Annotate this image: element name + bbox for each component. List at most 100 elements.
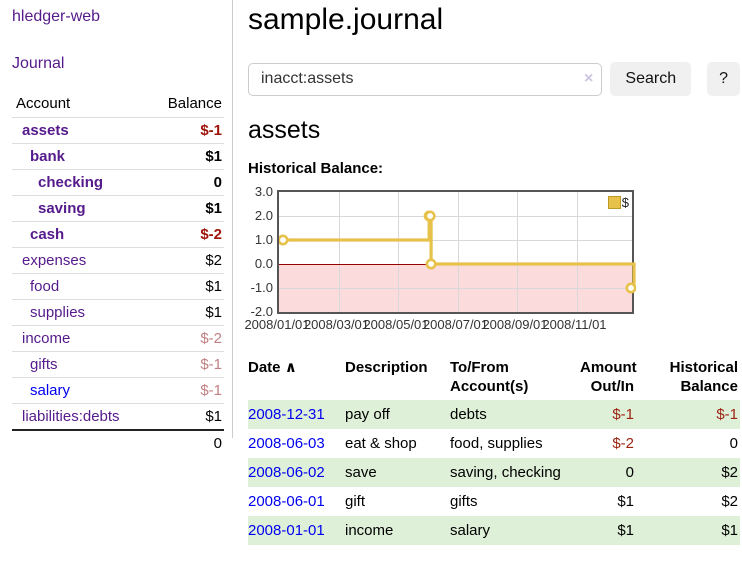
register-header-accounts: To/From Account(s) [450,359,529,395]
account-link[interactable]: food [30,278,60,295]
main-content: sample.journal × Search ? assets Histori… [244,0,740,545]
account-link[interactable]: saving [38,200,86,217]
x-tick-label: 2008/05/01 [363,317,429,332]
account-row: income $-2 [12,325,224,352]
chart-title: Historical Balance: [248,160,384,177]
account-balance: $2 [147,247,224,274]
search-input[interactable] [248,62,603,96]
sidebar-item-journal[interactable]: Journal [12,55,65,72]
transaction-accounts: gifts [450,493,478,510]
app-title-link[interactable]: hledger-web [12,8,101,25]
transaction-amount: $1 [617,522,634,539]
clear-search-icon[interactable]: × [584,69,594,87]
search-bar: × Search ? [248,62,740,96]
register-table: Date ∧ Description To/From Account(s) Amo… [248,355,740,545]
account-balance: $-2 [147,221,224,248]
accounts-header-balance: Balance [167,95,222,112]
account-balance: $-1 [147,351,224,378]
account-row: salary $-1 [12,377,224,404]
y-tick-label: 3.0 [254,184,273,199]
account-link[interactable]: supplies [30,304,86,321]
register-header-amount: Amount Out/In [580,359,637,395]
account-link[interactable]: liabilities:debts [22,408,120,425]
transaction-balance: 0 [729,435,738,452]
transaction-amount: $1 [617,493,634,510]
y-tick-label: 1.0 [254,232,273,247]
account-link[interactable]: gifts [30,356,58,373]
transaction-accounts: salary [450,522,491,539]
chart-legend: $ [607,195,629,210]
account-balance: $1 [147,143,224,170]
y-tick-label: 2.0 [254,208,273,223]
page-title: sample.journal [248,3,444,36]
balance-series-line [279,210,636,294]
register-row: 2008-06-01 gift gifts $1 $2 [248,487,740,516]
account-row: liabilities:debts $1 [12,403,224,430]
y-tick-label: -2.0 [250,304,273,319]
account-row: cash $-2 [12,221,224,248]
account-balance: $1 [147,195,224,222]
account-row: food $1 [12,273,224,300]
transaction-accounts: debts [450,406,487,423]
account-balance: 0 [147,169,224,196]
transaction-accounts: food, supplies [450,435,543,452]
transaction-accounts: saving, checking [450,464,561,481]
y-tick-label: -1.0 [250,280,273,295]
transaction-balance: $2 [721,493,738,510]
chart-plot-area: $ [277,190,636,314]
sort-ascending-icon: ∧ [284,359,297,376]
register-row: 2008-12-31 pay off debts $-1 $-1 [248,400,740,429]
register-header-date[interactable]: Date ∧ [248,359,297,376]
account-row: gifts $-1 [12,351,224,378]
accounts-header-account: Account [16,95,71,112]
account-link[interactable]: bank [30,148,66,165]
register-row: 2008-06-03 eat & shop food, supplies $-2 0 [248,429,740,458]
account-link[interactable]: salary [30,382,71,399]
transaction-date-link[interactable]: 2008-06-03 [248,435,325,452]
account-link[interactable]: expenses [22,252,87,269]
transaction-date-link[interactable]: 2008-06-02 [248,464,325,481]
account-balance: $-1 [147,377,224,404]
register-header-description: Description [345,359,428,376]
transaction-balance: $2 [721,464,738,481]
account-row: checking 0 [12,169,224,196]
account-balance: $1 [147,403,224,430]
account-link[interactable]: cash [30,226,65,243]
account-link[interactable]: income [22,330,71,347]
account-balance: $1 [147,299,224,326]
account-balance: $1 [147,273,224,300]
x-tick-label: 2008/03/01 [303,317,370,332]
account-balance: $-2 [147,325,224,352]
transaction-description: save [345,464,377,481]
account-row: bank $1 [12,143,224,170]
account-heading: assets [248,116,321,144]
transaction-date-link[interactable]: 2008-06-01 [248,493,325,510]
transaction-date-link[interactable]: 2008-01-01 [248,522,325,539]
transaction-amount: 0 [625,464,634,481]
register-row: 2008-01-01 income salary $1 $1 [248,516,740,545]
register-header-balance: Historical Balance [669,359,738,395]
transaction-date-link[interactable]: 2008-12-31 [248,406,325,423]
account-row: expenses $2 [12,247,224,274]
transaction-amount: $-2 [612,435,634,452]
x-tick-label: 2008/01/01 [244,317,310,332]
account-link[interactable]: assets [22,122,69,139]
search-input-wrapper: × [248,62,603,96]
transaction-description: gift [345,493,366,510]
accounts-table: Account Balance assets $-1 bank $1 checking 0… [12,92,224,456]
transaction-amount: $-1 [612,406,634,423]
account-row: saving $1 [12,195,224,222]
transaction-description: pay off [345,406,390,423]
account-link[interactable]: checking [38,174,104,191]
accounts-total-row: 0 [12,429,224,456]
search-button[interactable]: Search [610,62,692,96]
help-button[interactable]: ? [707,62,740,96]
register-header-row: Date ∧ Description To/From Account(s) Amo… [248,355,740,400]
account-row: assets $-1 [12,117,224,144]
y-tick-label: 0.0 [254,256,273,271]
register-row: 2008-06-02 save saving, checking 0 $2 [248,458,740,487]
accounts-total-balance: 0 [147,429,224,456]
transaction-description: income [345,522,394,539]
transaction-description: eat & shop [345,435,417,452]
x-tick-label: 2008/07/01 [422,317,489,332]
